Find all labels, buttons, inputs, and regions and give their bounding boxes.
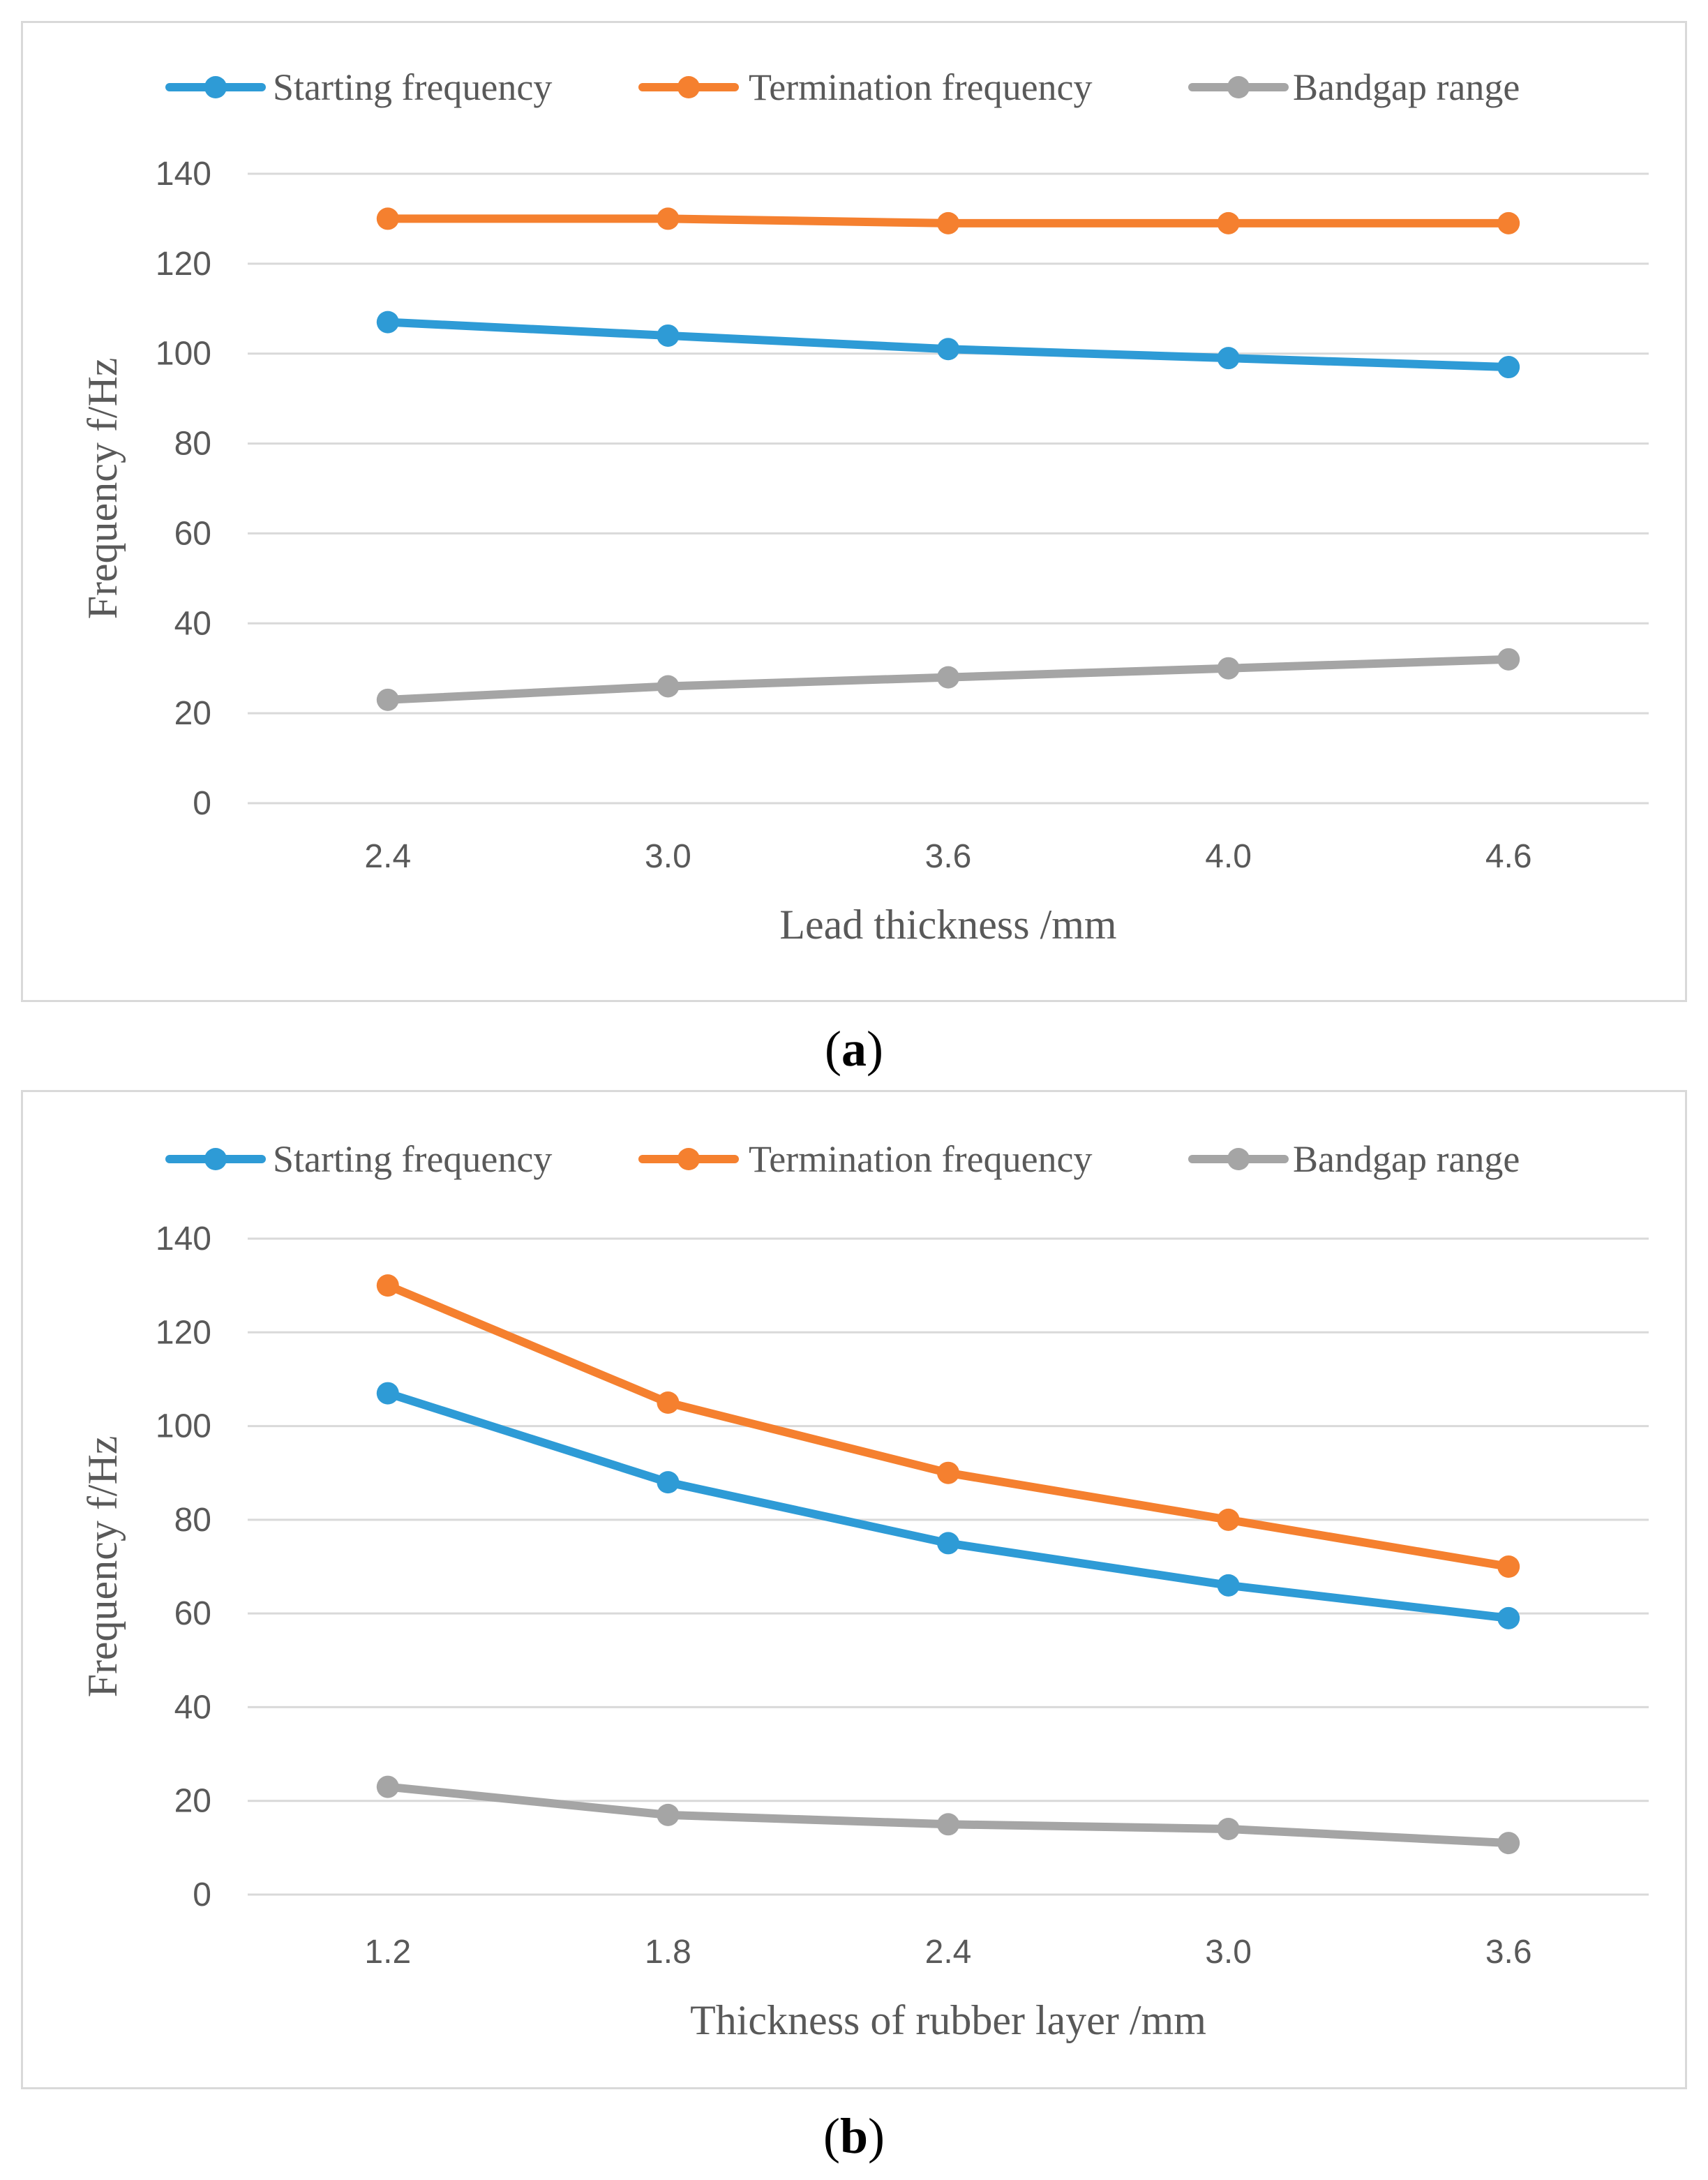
legend-marker-bandgap (1227, 1148, 1250, 1170)
data-point-bandgap (1217, 657, 1240, 680)
data-point-bandgap (376, 688, 399, 711)
x-tick-label: 3.6 (1485, 1934, 1532, 1971)
legend-label-bandgap: Bandgap range (1293, 1138, 1520, 1180)
legend-label-bandgap: Bandgap range (1293, 66, 1520, 108)
data-point-termination (1497, 1555, 1520, 1578)
legend-item-bandgap: Bandgap range (1188, 1138, 1520, 1180)
data-point-termination (1497, 211, 1520, 234)
data-point-termination (1217, 1508, 1240, 1531)
chart-panel-b: Starting frequency Termination frequency B… (21, 1090, 1687, 2089)
data-point-termination (937, 1461, 959, 1484)
data-point-termination (657, 1391, 680, 1414)
caption-b-close: ) (868, 2108, 885, 2164)
x-axis-title: Thickness of rubber layer /mm (690, 1997, 1206, 2043)
y-tick-label: 0 (193, 1876, 211, 1913)
y-axis-title: Frequency f/Hz (80, 358, 126, 620)
y-tick-label: 80 (174, 426, 211, 463)
chart-b: Starting frequency Termination frequency B… (80, 1138, 1649, 2043)
data-point-starting (937, 338, 959, 361)
data-point-starting (1497, 1606, 1520, 1629)
legend-item-termination: Termination frequency (638, 1138, 1093, 1180)
caption-b-open: ( (823, 2108, 840, 2164)
y-tick-label: 140 (156, 1220, 211, 1257)
data-point-starting (657, 324, 680, 347)
y-tick-label: 120 (156, 246, 211, 283)
legend-item-termination: Termination frequency (638, 66, 1093, 108)
x-tick-label: 1.8 (645, 1934, 691, 1971)
chart-panel-a: Starting frequency Termination frequency B… (21, 21, 1687, 1002)
data-point-termination (376, 207, 399, 230)
data-point-bandgap (657, 675, 680, 698)
caption-a-letter: a (841, 1021, 867, 1077)
legend-label-starting: Starting frequency (273, 1138, 552, 1180)
data-point-bandgap (376, 1775, 399, 1798)
x-tick-label: 3.0 (1205, 1934, 1252, 1971)
legend-marker-termination (677, 76, 700, 98)
legend-marker-bandgap (1227, 76, 1250, 98)
data-point-starting (1497, 356, 1520, 379)
x-tick-label: 4.0 (1205, 838, 1252, 875)
legend-marker-starting (204, 76, 227, 98)
y-tick-label: 40 (174, 605, 211, 642)
data-point-bandgap (1497, 648, 1520, 671)
x-tick-label: 1.2 (364, 1934, 411, 1971)
data-point-bandgap (1497, 1832, 1520, 1855)
legend-item-starting: Starting frequency (165, 1138, 552, 1180)
caption-a: (a) (0, 1020, 1708, 1078)
data-point-termination (1217, 211, 1240, 234)
chart-a: Starting frequency Termination frequency B… (80, 66, 1649, 948)
y-tick-label: 120 (156, 1314, 211, 1351)
data-point-bandgap (937, 1813, 959, 1836)
x-tick-label: 3.0 (645, 838, 691, 875)
legend-label-termination: Termination frequency (749, 1138, 1093, 1180)
y-tick-label: 80 (174, 1502, 211, 1539)
legend-label-termination: Termination frequency (749, 66, 1093, 108)
x-tick-label: 2.4 (925, 1934, 972, 1971)
x-tick-label: 2.4 (364, 838, 411, 875)
legend-label-starting: Starting frequency (273, 66, 552, 108)
y-axis-title: Frequency f/Hz (80, 1436, 126, 1698)
data-point-starting (1217, 347, 1240, 370)
data-point-bandgap (657, 1803, 680, 1826)
y-tick-label: 0 (193, 785, 211, 822)
y-tick-label: 60 (174, 515, 211, 552)
x-tick-label: 3.6 (925, 838, 972, 875)
data-point-termination (657, 207, 680, 230)
caption-b: (b) (0, 2107, 1708, 2165)
data-point-bandgap (1217, 1818, 1240, 1840)
data-point-starting (376, 311, 399, 334)
legend-item-starting: Starting frequency (165, 66, 552, 108)
y-tick-label: 20 (174, 1783, 211, 1820)
data-point-starting (937, 1532, 959, 1555)
y-tick-label: 100 (156, 1408, 211, 1445)
data-point-termination (937, 211, 959, 234)
legend-marker-starting (204, 1148, 227, 1170)
y-tick-label: 100 (156, 336, 211, 373)
data-point-bandgap (937, 666, 959, 689)
data-point-termination (376, 1274, 399, 1297)
x-tick-label: 4.6 (1485, 838, 1532, 875)
caption-a-close: ) (867, 1021, 883, 1077)
y-tick-label: 140 (156, 156, 211, 193)
caption-b-letter: b (839, 2108, 869, 2164)
x-axis-title: Lead thickness /mm (779, 902, 1116, 948)
caption-a-open: ( (825, 1021, 841, 1077)
y-tick-label: 20 (174, 695, 211, 732)
y-tick-label: 60 (174, 1595, 211, 1632)
data-point-starting (657, 1471, 680, 1494)
y-tick-label: 40 (174, 1689, 211, 1726)
legend-item-bandgap: Bandgap range (1188, 66, 1520, 108)
legend-marker-termination (677, 1148, 700, 1170)
data-point-starting (376, 1382, 399, 1405)
data-point-starting (1217, 1574, 1240, 1597)
